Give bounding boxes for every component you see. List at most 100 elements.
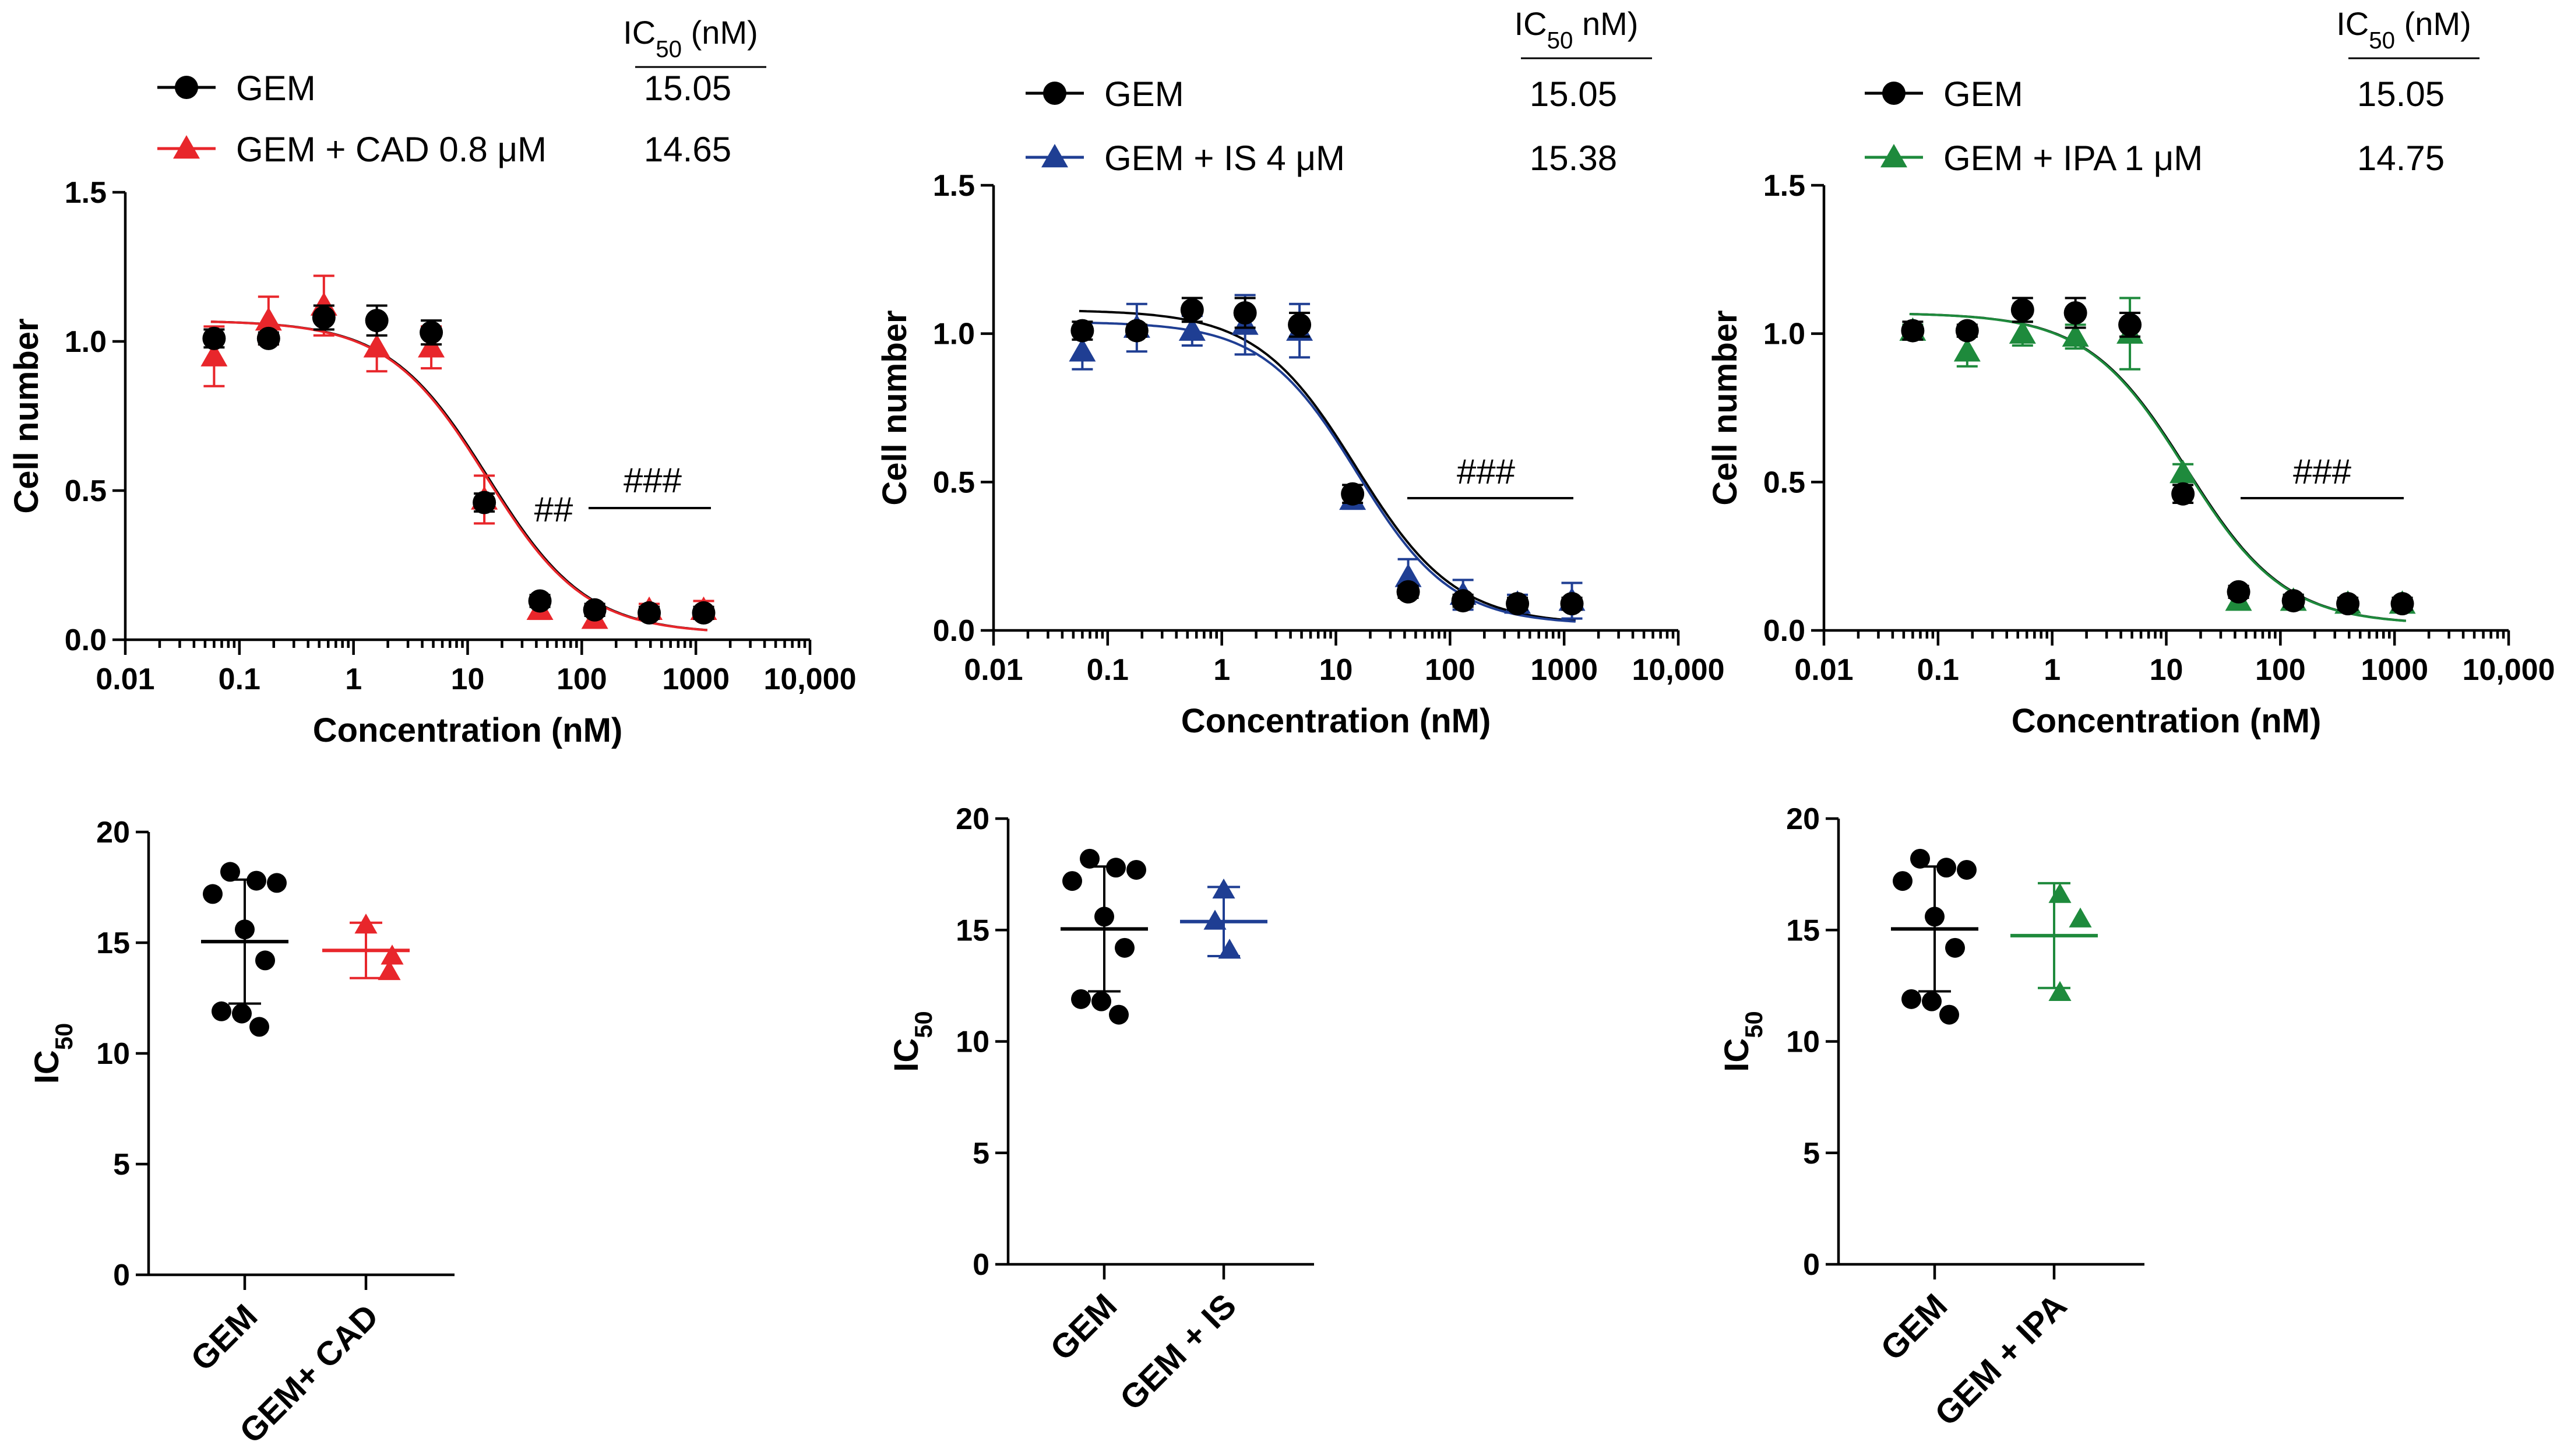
x-category-label: GEM — [184, 1297, 265, 1378]
legend-marker — [175, 76, 198, 99]
y-axis-label: Cell number — [1706, 310, 1744, 505]
data-point — [2048, 981, 2072, 1002]
legend-label: GEM + IPA 1 μM — [1943, 139, 2203, 178]
significance-label: ## — [534, 490, 573, 529]
y-axis-label: IC50 — [28, 1023, 78, 1084]
data-point — [246, 870, 266, 891]
data-point — [2336, 592, 2360, 616]
legend-marker — [1041, 144, 1068, 168]
data-point — [1212, 878, 1235, 899]
fit-curve-2 — [1079, 321, 1576, 623]
data-point — [235, 919, 255, 940]
legend-marker — [173, 135, 200, 159]
x-tick-label: 10 — [2150, 653, 2183, 687]
data-point — [1203, 909, 1227, 930]
y-tick-label: 5 — [113, 1148, 130, 1182]
y-tick-label: 10 — [956, 1025, 989, 1059]
data-point — [1394, 563, 1422, 587]
data-point — [1451, 589, 1475, 613]
data-point — [1901, 989, 1921, 1009]
x-axis-label: Concentration (nM) — [2012, 702, 2322, 740]
data-point — [1936, 858, 1956, 878]
data-point — [378, 960, 401, 981]
y-tick-label: 0.5 — [65, 474, 107, 508]
y-tick-label: 1.0 — [1763, 318, 1805, 351]
data-point — [200, 343, 228, 366]
data-point — [232, 1003, 252, 1024]
legend-label: GEM — [236, 69, 316, 108]
legend-label: GEM + IS 4 μM — [1104, 139, 1345, 178]
data-point — [420, 320, 443, 344]
data-point — [202, 326, 226, 350]
data-point — [1893, 871, 1913, 891]
x-tick-label: 1 — [1213, 653, 1230, 687]
data-point — [2227, 580, 2250, 604]
data-point — [1560, 592, 1584, 616]
data-point — [2063, 301, 2087, 325]
legend-marker — [1882, 82, 1906, 105]
y-tick-label: 10 — [96, 1037, 130, 1071]
x-tick-label: 0.01 — [964, 653, 1023, 687]
y-tick-label: 5 — [973, 1137, 989, 1171]
y-axis-label: Cell number — [876, 310, 914, 505]
significance-label: ### — [1457, 452, 1516, 491]
x-tick-label: 1000 — [662, 662, 730, 696]
y-tick-label: 0.0 — [1763, 614, 1805, 648]
data-point — [1091, 991, 1111, 1011]
data-point — [1125, 319, 1149, 343]
data-point — [1288, 313, 1312, 337]
x-tick-label: 10,000 — [2462, 653, 2555, 687]
x-tick-label: 0.01 — [1794, 653, 1853, 687]
data-point — [1218, 939, 1241, 959]
x-axis-label: Concentration (nM) — [313, 711, 623, 749]
y-tick-label: 0.5 — [933, 466, 975, 499]
data-point — [1070, 319, 1094, 343]
y-tick-label: 1.5 — [933, 169, 975, 203]
data-point — [354, 914, 378, 934]
legend-marker — [1043, 82, 1066, 105]
data-point — [1062, 871, 1082, 891]
data-point — [1106, 858, 1126, 878]
data-point — [2169, 460, 2197, 484]
ic50-header: IC50 (nM) — [623, 14, 758, 62]
data-point — [1910, 848, 1930, 869]
ic50-value: 14.75 — [2357, 139, 2445, 178]
y-tick-label: 15 — [1786, 914, 1820, 947]
x-tick-label: 10,000 — [763, 662, 856, 696]
y-tick-label: 0 — [1803, 1248, 1820, 1282]
data-point — [1925, 907, 1945, 927]
data-point — [1094, 907, 1114, 927]
fit-curve-2 — [210, 320, 707, 632]
ic50-header: IC50 nM) — [1515, 5, 1639, 54]
y-tick-label: 0.5 — [1763, 466, 1805, 499]
data-point — [1080, 848, 1100, 869]
data-point — [312, 306, 336, 330]
data-point — [365, 309, 389, 333]
y-tick-label: 10 — [1786, 1025, 1820, 1059]
y-tick-label: 15 — [956, 914, 989, 947]
data-point — [1957, 859, 1977, 880]
dose-response-panel-3: 0.01 0.1 1 10 100 1000 10,000 0.0 0.5 1.0 1.5 Conce… — [1706, 5, 2555, 740]
x-tick-label: 10,000 — [1632, 653, 1724, 687]
y-tick-label: 1.0 — [933, 318, 975, 351]
ic50-value: 15.38 — [1530, 139, 1617, 178]
x-tick-label: 0.1 — [219, 662, 260, 696]
data-point — [528, 589, 552, 613]
x-category-label: GEM — [1043, 1286, 1124, 1367]
data-point — [583, 598, 607, 622]
data-point — [1901, 319, 1925, 343]
legend-label: GEM + CAD 0.8 μM — [236, 130, 547, 169]
ic50-value: 14.65 — [644, 130, 731, 169]
data-point — [1109, 1004, 1129, 1025]
y-tick-label: 1.5 — [65, 176, 107, 210]
significance-label: ### — [2293, 452, 2352, 491]
data-point — [381, 944, 404, 965]
y-tick-label: 20 — [1786, 802, 1820, 836]
x-tick-label: 100 — [2255, 653, 2306, 687]
y-axis-label: IC50 — [887, 1011, 937, 1071]
x-tick-label: 0.01 — [96, 662, 154, 696]
data-point — [1069, 338, 1096, 362]
